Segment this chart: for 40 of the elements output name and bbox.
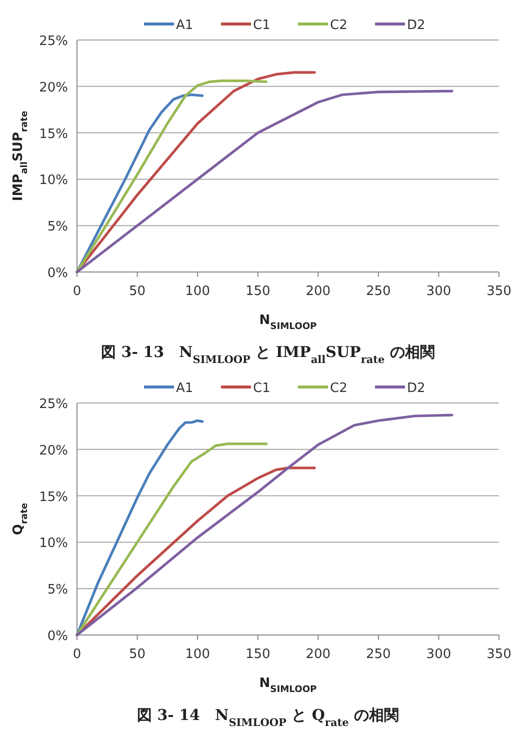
x-tick-label: 250 xyxy=(366,647,391,662)
legend-label: C1 xyxy=(253,381,270,396)
x-tick-label: 200 xyxy=(306,647,331,662)
x-tick-label: 300 xyxy=(426,284,452,299)
x-tick-label: 50 xyxy=(129,647,146,662)
x-tick-label: 300 xyxy=(426,647,452,662)
y-tick-label: 10% xyxy=(39,536,68,552)
caption: 図 3- 13 N$_{SIMLOOP}$ と IMP$_{all}$SUP$_{rate}$ の相関 xyxy=(101,343,435,366)
x-tick-label: 350 xyxy=(486,647,512,662)
x-tick-label: 50 xyxy=(129,284,146,299)
legend-label: A1 xyxy=(176,18,194,33)
y-tick-label: 0% xyxy=(47,629,68,644)
y-tick-label: 20% xyxy=(39,80,68,96)
legend-label: D2 xyxy=(407,381,426,396)
x-tick-label: 150 xyxy=(245,284,270,299)
x-tick-label: 0 xyxy=(72,647,82,662)
legend-label: A1 xyxy=(176,381,194,396)
x-axis-title: N$_{SIMLOOP}$ xyxy=(259,676,318,695)
legend-label: C2 xyxy=(330,381,348,396)
x-tick-label: 200 xyxy=(306,284,331,299)
y-tick-label: 15% xyxy=(39,490,68,505)
y-tick-label: 0% xyxy=(47,266,68,281)
y-tick-label: 25% xyxy=(39,397,68,412)
legend-label: C1 xyxy=(253,18,270,33)
y-tick-label: 20% xyxy=(39,443,68,458)
y-tick-label: 5% xyxy=(47,220,68,235)
legend-label: C2 xyxy=(330,18,348,33)
x-tick-label: 250 xyxy=(366,284,391,299)
x-tick-label: 350 xyxy=(486,284,512,299)
x-axis-title: N$_{SIMLOOP}$ xyxy=(259,313,318,332)
x-tick-label: 0 xyxy=(72,284,82,299)
x-tick-label: 100 xyxy=(185,284,210,299)
x-tick-label: 100 xyxy=(185,647,210,662)
y-tick-label: 15% xyxy=(39,126,68,142)
x-tick-label: 150 xyxy=(245,647,270,662)
y-tick-label: 25% xyxy=(39,34,68,49)
caption: 図 3- 14 N$_{SIMLOOP}$ と Q$_{rate}$ の相関 xyxy=(136,706,400,729)
legend-label: D2 xyxy=(407,18,426,33)
y-tick-label: 5% xyxy=(47,582,68,598)
y-tick-label: 10% xyxy=(39,173,68,188)
